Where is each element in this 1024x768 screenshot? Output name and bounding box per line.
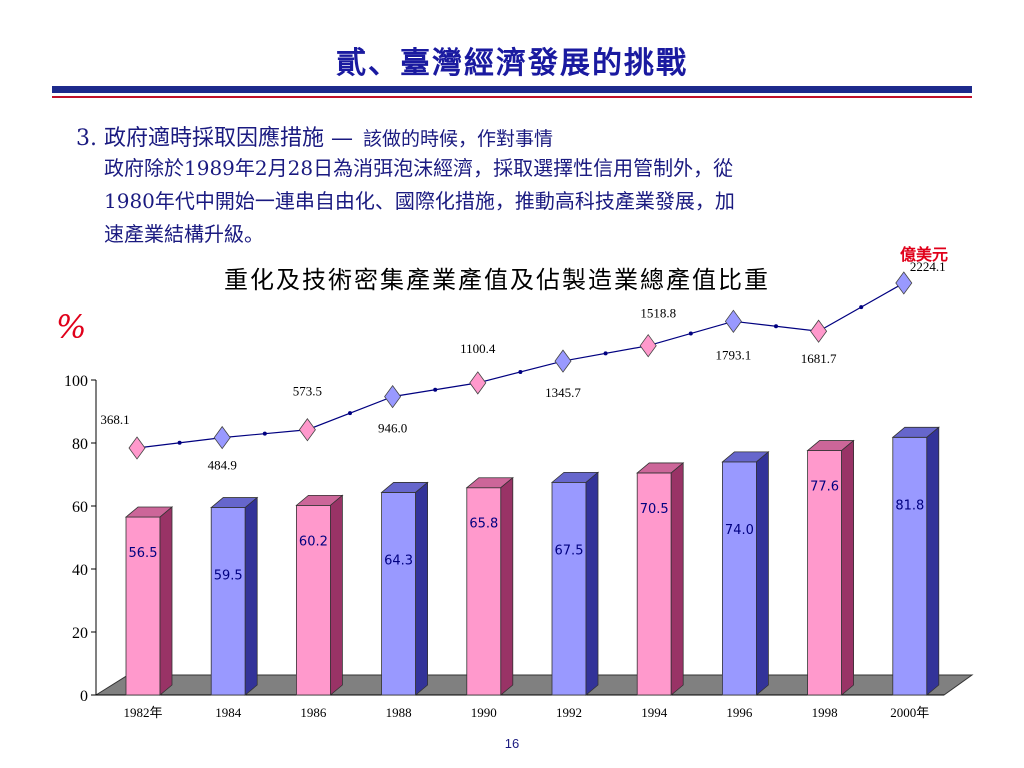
y-tick-label-0: 0 [80, 688, 88, 705]
title-rule-thick [52, 86, 972, 93]
section-heading-sub: 該做的時候，作對事情 [362, 128, 553, 150]
x-tick-label-9: 2000年 [890, 705, 929, 720]
bar-side-7 [756, 451, 769, 696]
bar-3 [381, 492, 417, 696]
bar-value-label-0: 56.5 [129, 546, 158, 561]
bar-side-8 [841, 439, 854, 696]
body-line-2: 1980年代中開始一連串自由化、國際化措施，推動高科技產業發展，加 [104, 189, 735, 213]
y-tick-label-3: 60 [72, 499, 88, 516]
bar-4 [466, 487, 502, 696]
x-tick-label-7: 1996 [726, 705, 753, 720]
bar-side-9 [926, 426, 940, 696]
bar-side-4 [500, 476, 514, 696]
line-midpoint-7 [774, 324, 778, 329]
bar-value-label-4: 65.8 [469, 517, 498, 532]
title-rule-thin [52, 96, 972, 98]
line-value-label-8: 1681.7 [801, 351, 837, 366]
x-tick-label-1: 1984 [215, 705, 242, 720]
bar-side-3 [415, 481, 429, 696]
section-heading-main: 3. 政府適時採取因應措施 — [76, 126, 353, 151]
body-paragraph: 政府除於1989年2月28日為消弭泡沫經濟，採取選擇性信用管制外，從 1980年… [104, 152, 994, 251]
bar-value-label-2: 60.2 [299, 534, 328, 549]
bar-value-label-1: 59.5 [214, 569, 243, 584]
y-tick-label-1: 20 [72, 625, 88, 642]
y-tick-label-5: 100 [64, 373, 88, 390]
line-midpoint-6 [688, 331, 693, 336]
body-line-1: 政府除於1989年2月28日為消弭泡沫經濟，採取選擇性信用管制外，從 [104, 156, 734, 180]
line-marker-2 [298, 418, 316, 442]
bar-side-6 [670, 462, 684, 696]
line-value-label-5: 1345.7 [545, 385, 581, 400]
line-value-label-0: 368.1 [100, 412, 129, 427]
bar-5 [551, 481, 587, 696]
line-marker-0 [128, 436, 146, 460]
line-value-label-1: 484.9 [208, 458, 237, 473]
x-tick-label-3: 1988 [386, 705, 412, 720]
bar-value-label-5: 67.5 [555, 543, 584, 558]
line-midpoint-2 [348, 411, 352, 416]
slide-title: 貳、臺灣經濟發展的挑戰 [336, 46, 688, 81]
bar-value-label-6: 70.5 [640, 502, 669, 517]
line-value-label-4: 1100.4 [460, 341, 496, 356]
bar-value-label-7: 74.0 [725, 523, 754, 538]
bar-side-0 [159, 506, 173, 696]
line-value-label-3: 946.0 [378, 421, 407, 436]
body-line-3: 速產業結構升級。 [104, 222, 264, 246]
bar-value-label-9: 81.8 [895, 498, 924, 513]
line-value-label-9: 2224.1 [910, 259, 946, 274]
line-value-label-2: 573.5 [293, 384, 322, 399]
line-series [136, 282, 905, 449]
line-marker-7 [724, 309, 742, 333]
bar-value-label-8: 77.6 [810, 480, 839, 495]
bar-1 [210, 507, 246, 696]
chart-title: 重化及技術密集產業產值及佔製造業總產值比重 [224, 266, 770, 294]
x-tick-label-6: 1994 [641, 705, 668, 720]
x-tick-label-4: 1990 [471, 705, 497, 720]
x-tick-label-8: 1998 [812, 705, 838, 720]
bar-7 [722, 461, 757, 696]
line-value-label-6: 1518.8 [640, 306, 676, 321]
bar-9 [892, 436, 928, 696]
bar-side-5 [585, 471, 599, 696]
page-number: 16 [504, 736, 520, 751]
line-marker-9 [895, 271, 913, 295]
x-tick-label-2: 1986 [300, 705, 327, 720]
bar-0 [125, 516, 161, 696]
section-heading: 3. 政府適時採取因應措施 — 該做的時候，作對事情 [76, 120, 553, 152]
line-unit-label: 億美元 [900, 245, 949, 264]
line-value-label-7: 1793.1 [716, 347, 752, 362]
line-midpoint-1 [262, 431, 267, 436]
line-midpoint-0 [177, 440, 182, 445]
line-marker-6 [639, 334, 657, 358]
line-marker-8 [810, 319, 828, 343]
bar-8 [807, 450, 842, 696]
bar-side-1 [244, 496, 258, 696]
y-tick-label-2: 40 [72, 562, 88, 579]
y-tick-label-4: 80 [72, 436, 88, 453]
x-tick-label-0: 1982年 [123, 705, 162, 720]
line-marker-4 [469, 371, 487, 395]
bar-value-label-3: 64.3 [384, 553, 413, 568]
line-marker-1 [213, 425, 231, 450]
line-midpoint-8 [859, 305, 864, 310]
line-midpoint-3 [433, 387, 438, 392]
x-tick-label-5: 1992 [556, 705, 582, 720]
y-axis-unit: % [56, 308, 87, 346]
line-midpoint-4 [518, 369, 523, 374]
line-midpoint-5 [603, 351, 608, 356]
line-marker-5 [554, 349, 572, 373]
bar-side-2 [329, 494, 343, 696]
line-marker-3 [384, 384, 402, 409]
